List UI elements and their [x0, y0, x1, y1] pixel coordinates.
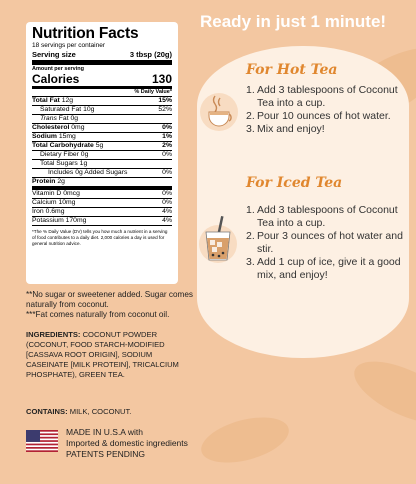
nutrient-row: Trans Fat 0g — [32, 115, 172, 124]
nutrient-daily-value: 15% — [158, 97, 172, 105]
nutrient-daily-value: 0% — [162, 124, 172, 132]
nutrient-row: Total Sugars 1g — [32, 160, 172, 169]
made-in-text: MADE IN U.S.A with — [66, 427, 188, 438]
nutrient-row: Calcium 10mg 0% — [32, 199, 172, 208]
sugar-note: **No sugar or sweetener added. Sugar com… — [26, 290, 196, 310]
fat-note: ***Fat comes naturally from coconut oil. — [26, 310, 196, 320]
step-number: 1. — [246, 84, 257, 110]
serving-size-label: Serving size — [32, 50, 76, 59]
iced-tea-steps: 1. Add 3 tablespoons of Coconut Tea into … — [246, 204, 408, 282]
daily-value-header: % Daily Value* — [32, 89, 172, 97]
nutrient-name: Sodium 15mg — [32, 133, 76, 141]
calories-row: Calories 130 — [32, 73, 172, 89]
nutrient-name: Potassium 170mg — [32, 217, 86, 225]
instruction-step: 1. Add 3 tablespoons of Coconut Tea into … — [246, 84, 408, 110]
nutrient-daily-value: 4% — [162, 217, 172, 225]
us-flag-icon — [26, 430, 58, 452]
instruction-step: 2. Pour 3 ounces of hot water and stir. — [246, 230, 408, 256]
nutrient-row: Total Fat 12g 15% — [32, 97, 172, 106]
step-number: 3. — [246, 123, 257, 136]
nutrient-row: Dietary Fiber 0g 0% — [32, 151, 172, 160]
daily-value-footnote: *The % Daily Value (DV) tells you how mu… — [32, 229, 172, 247]
iced-tea-heading: For Iced Tea — [246, 175, 342, 191]
step-text: Mix and enjoy! — [257, 123, 325, 136]
nutrient-name: Total Sugars 1g — [40, 160, 87, 168]
nutrient-row: Total Carbohydrate 5g 2% — [32, 142, 172, 151]
ingredients: INGREDIENTS: COCONUT POWDER (COCONUT, FO… — [26, 330, 196, 380]
nutrient-daily-value: 0% — [162, 151, 172, 159]
patents-pending-text: PATENTS PENDING — [66, 449, 188, 460]
contains-text: MILK, COCONUT. — [70, 407, 132, 416]
nutrient-row: Potassium 170mg 4% — [32, 217, 172, 226]
step-text: Add 1 cup of ice, give it a good mix, an… — [257, 256, 408, 282]
nutrient-name: Iron 0.6mg — [32, 208, 65, 216]
nutrient-name: Includes 0g Added Sugars — [48, 169, 127, 177]
serving-size: Serving size 3 tbsp (20g) — [32, 50, 172, 65]
nutrient-name: Dietary Fiber 0g — [40, 151, 88, 159]
nutrient-row: Sodium 15mg 1% — [32, 133, 172, 142]
nutrient-row: Includes 0g Added Sugars 0% — [32, 169, 172, 178]
headline: Ready in just 1 minute! — [200, 12, 412, 32]
calories-value: 130 — [152, 73, 172, 85]
nutrient-name: Total Carbohydrate 5g — [32, 142, 103, 150]
nutrient-daily-value: 0% — [162, 190, 172, 198]
contains-label: CONTAINS: — [26, 407, 68, 416]
hot-tea-heading: For Hot Tea — [246, 62, 337, 78]
nutrient-row: Iron 0.6mg 4% — [32, 208, 172, 217]
nutrient-name: Protein 2g — [32, 178, 65, 186]
nutrient-daily-value: 52% — [158, 106, 172, 114]
ingredients-label: INGREDIENTS: — [26, 330, 80, 339]
serving-size-value: 3 tbsp (20g) — [130, 50, 172, 59]
background-leaf — [196, 409, 293, 471]
nutrient-name: Cholesterol 0mg — [32, 124, 85, 132]
nutrient-daily-value: 4% — [162, 208, 172, 216]
step-text: Add 3 tablespoons of Coconut Tea into a … — [257, 204, 408, 230]
nutrient-name: Calcium 10mg — [32, 199, 75, 207]
nutrient-daily-value: 2% — [162, 142, 172, 150]
nutrient-name: Total Fat 12g — [32, 97, 73, 105]
nutrient-name: Trans Fat 0g — [40, 115, 78, 123]
instruction-step: 2. Pour 10 ounces of hot water. — [246, 110, 408, 123]
nutrient-rows: Total Fat 12g 15% Saturated Fat 10g 52% Tran… — [32, 97, 172, 226]
step-number: 2. — [246, 230, 257, 256]
nutrient-daily-value: 1% — [162, 133, 172, 141]
nutrition-facts-label: Nutrition Facts 18 servings per containe… — [26, 22, 178, 284]
nutrient-name: Vitamin D 0mcg — [32, 190, 80, 198]
nutrition-title: Nutrition Facts — [32, 26, 172, 42]
nutrient-row: Saturated Fat 10g 52% — [32, 106, 172, 115]
nutrient-row: Cholesterol 0mg 0% — [32, 124, 172, 133]
hot-tea-steps: 1. Add 3 tablespoons of Coconut Tea into … — [246, 84, 408, 136]
instruction-step: 3. Mix and enjoy! — [246, 123, 408, 136]
allergen-contains: CONTAINS: MILK, COCONUT. — [26, 407, 131, 416]
hot-tea-cup-icon — [200, 90, 238, 132]
iced-tea-cup-icon — [199, 214, 237, 268]
background-leaf — [346, 349, 416, 436]
step-number: 2. — [246, 110, 257, 123]
step-text: Pour 3 ounces of hot water and stir. — [257, 230, 408, 256]
sugar-fat-notes: **No sugar or sweetener added. Sugar com… — [26, 290, 196, 320]
instruction-step: 3. Add 1 cup of ice, give it a good mix,… — [246, 256, 408, 282]
instruction-step: 1. Add 3 tablespoons of Coconut Tea into … — [246, 204, 408, 230]
nutrient-daily-value: 0% — [162, 169, 172, 177]
calories-label: Calories — [32, 73, 79, 85]
step-text: Pour 10 ounces of hot water. — [257, 110, 391, 123]
step-text: Add 3 tablespoons of Coconut Tea into a … — [257, 84, 408, 110]
ingredients-origin-text: Imported & domestic ingredients — [66, 438, 188, 449]
step-number: 3. — [246, 256, 257, 282]
nutrient-row: Protein 2g — [32, 178, 172, 190]
made-in-usa: MADE IN U.S.A with Imported & domestic i… — [66, 427, 188, 460]
nutrient-daily-value: 0% — [162, 199, 172, 207]
nutrient-name: Saturated Fat 10g — [40, 106, 94, 114]
servings-per-container: 18 servings per container — [32, 42, 172, 50]
step-number: 1. — [246, 204, 257, 230]
nutrient-row: Vitamin D 0mcg 0% — [32, 190, 172, 199]
